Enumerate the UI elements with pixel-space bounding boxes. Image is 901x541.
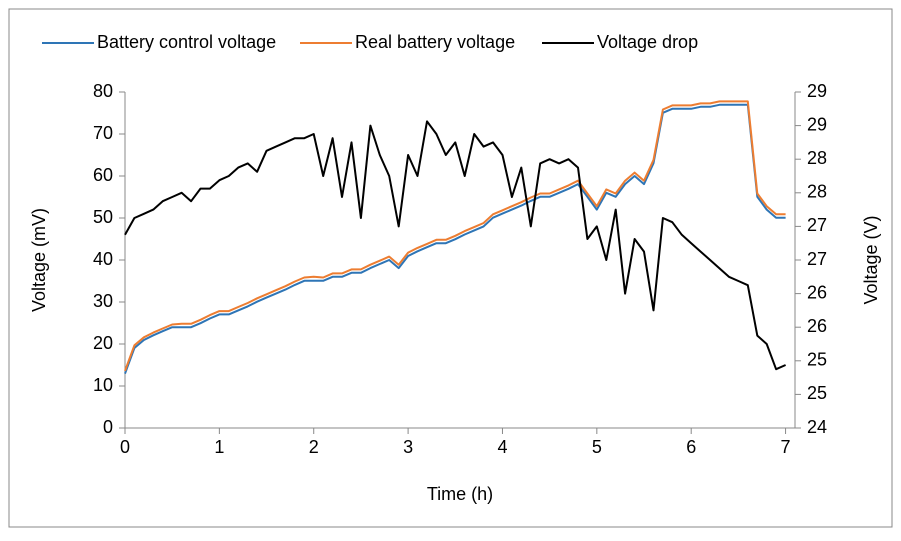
y2-tick-label: 25 xyxy=(807,383,827,403)
y-tick-label: 30 xyxy=(93,291,113,311)
y2-tick-label: 25 xyxy=(807,350,827,370)
y2-tick-label: 26 xyxy=(807,316,827,336)
legend-label: Real battery voltage xyxy=(355,32,515,52)
y-tick-label: 50 xyxy=(93,207,113,227)
y-tick-label: 80 xyxy=(93,81,113,101)
y-tick-label: 70 xyxy=(93,123,113,143)
x-tick-label: 4 xyxy=(497,437,507,457)
y2-tick-label: 28 xyxy=(807,182,827,202)
x-tick-label: 6 xyxy=(686,437,696,457)
y2-axis-label: Voltage (V) xyxy=(861,215,881,304)
chart-frame xyxy=(8,8,893,528)
y-axis-label: Voltage (mV) xyxy=(29,208,49,312)
y2-tick-label: 28 xyxy=(807,148,827,168)
y2-tick-label: 27 xyxy=(807,249,827,269)
x-tick-label: 1 xyxy=(214,437,224,457)
y-tick-label: 10 xyxy=(93,375,113,395)
y2-tick-label: 26 xyxy=(807,282,827,302)
y2-tick-label: 29 xyxy=(807,114,827,134)
series-line xyxy=(124,120,787,371)
x-tick-label: 7 xyxy=(781,437,791,457)
y-tick-label: 60 xyxy=(93,165,113,185)
series-line xyxy=(124,100,786,372)
y2-tick-label: 27 xyxy=(807,215,827,235)
legend-label: Battery control voltage xyxy=(97,32,276,52)
x-tick-label: 2 xyxy=(309,437,319,457)
y2-tick-label: 29 xyxy=(807,81,827,101)
legend-label: Voltage drop xyxy=(597,32,698,52)
x-tick-label: 5 xyxy=(592,437,602,457)
x-tick-label: 3 xyxy=(403,437,413,457)
y-tick-label: 20 xyxy=(93,333,113,353)
series-line xyxy=(124,103,786,374)
y2-tick-label: 24 xyxy=(807,417,827,437)
x-axis-label: Time (h) xyxy=(427,484,493,504)
y-tick-label: 0 xyxy=(103,417,113,437)
x-tick-label: 0 xyxy=(120,437,130,457)
y-tick-label: 40 xyxy=(93,249,113,269)
